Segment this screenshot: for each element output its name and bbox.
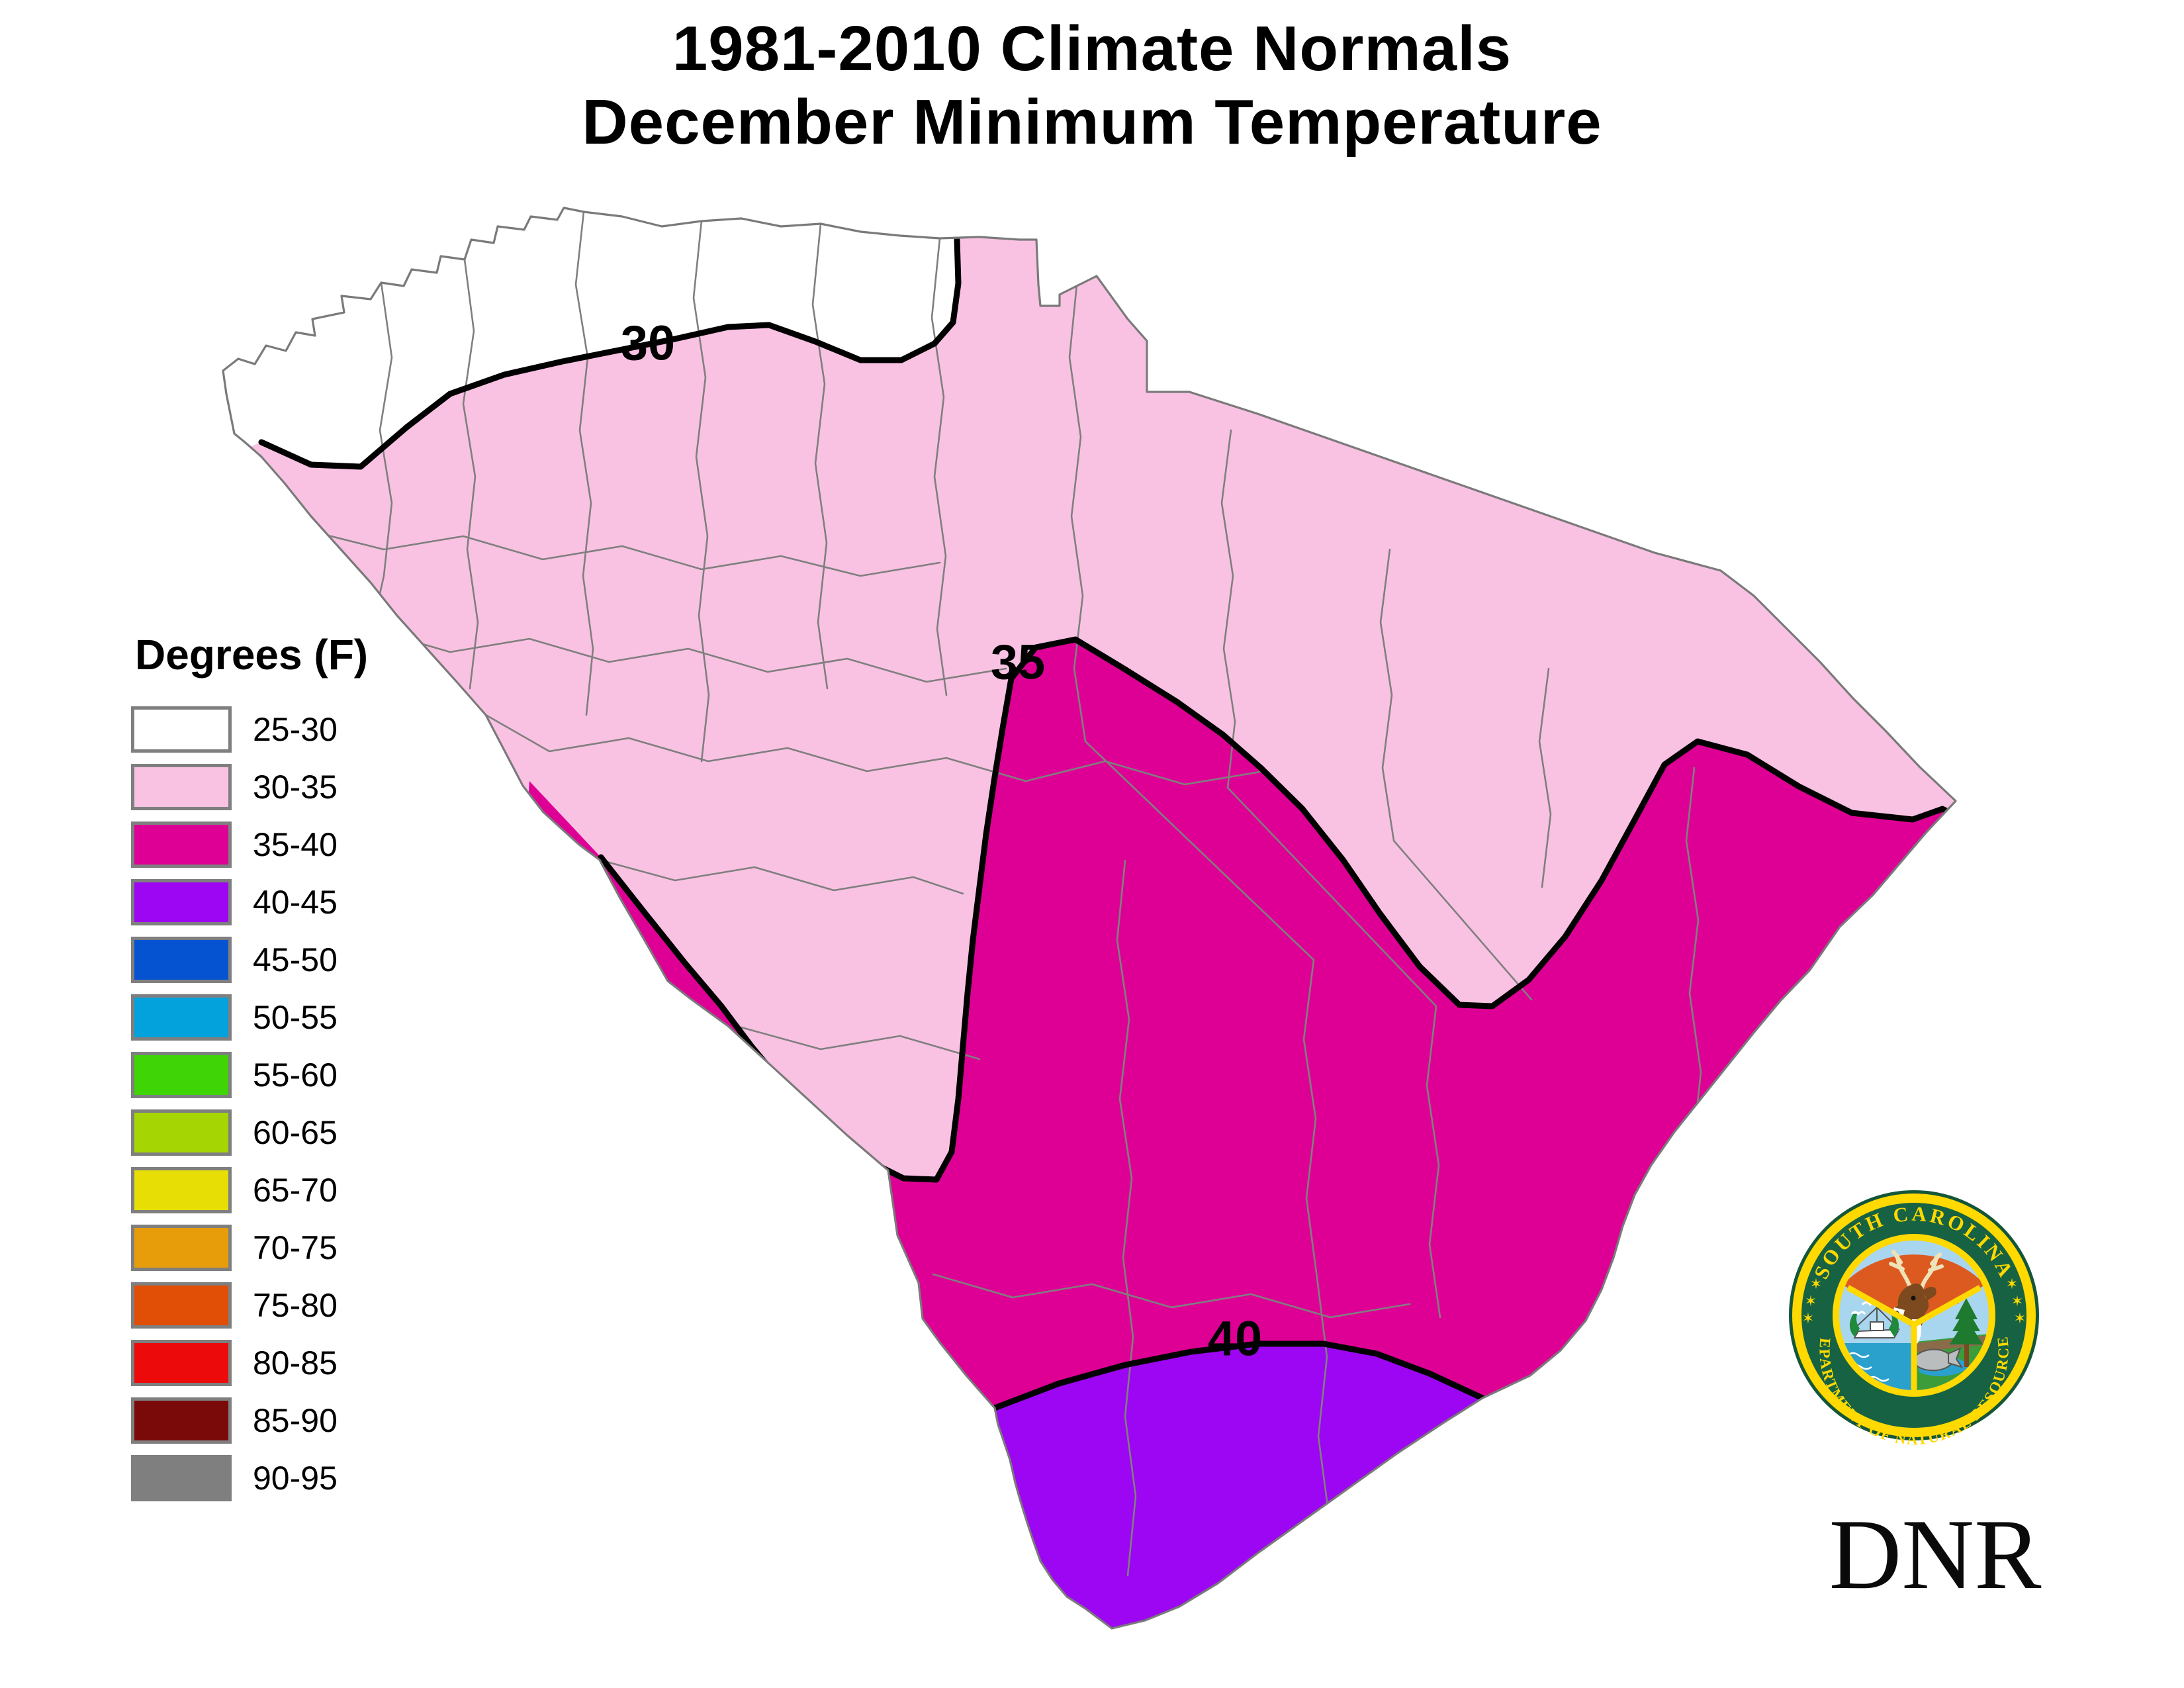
legend-row: 75-80 xyxy=(131,1282,368,1329)
zone-40-45 xyxy=(966,1344,1522,1628)
contour-label-35: 35 xyxy=(991,635,1045,690)
legend-swatch-70-75 xyxy=(131,1225,232,1271)
dnr-wordmark: DNR xyxy=(1829,1499,2042,1610)
legend-row: 30-35 xyxy=(131,764,368,810)
svg-text:✶: ✶ xyxy=(2014,1310,2026,1327)
legend-swatch-25-30 xyxy=(131,706,232,753)
legend-label: 25-30 xyxy=(253,711,338,748)
legend-row: 85-90 xyxy=(131,1397,368,1444)
legend-row: 35-40 xyxy=(131,821,368,868)
legend-label: 45-50 xyxy=(253,941,338,978)
legend-swatch-80-85 xyxy=(131,1340,232,1386)
legend-label: 80-85 xyxy=(253,1344,338,1382)
legend-label: 35-40 xyxy=(253,826,338,863)
title-line-2: December Minimum Temperature xyxy=(582,87,1602,158)
legend-swatch-90-95 xyxy=(131,1455,232,1501)
legend-heading: Degrees (F) xyxy=(135,631,369,679)
fish-icon xyxy=(1914,1347,1964,1372)
title-line-1: 1981-2010 Climate Normals xyxy=(672,13,1512,84)
legend-row: 55-60 xyxy=(131,1052,368,1098)
contour-label-30: 30 xyxy=(621,316,675,371)
contour-line-40 xyxy=(991,1340,1486,1411)
legend-swatch-35-40 xyxy=(131,821,232,868)
legend-swatch-45-50 xyxy=(131,937,232,983)
contour-label-40: 40 xyxy=(1208,1311,1262,1366)
svg-text:✶: ✶ xyxy=(1810,1276,1822,1292)
legend-label: 65-70 xyxy=(253,1172,338,1209)
shrimp-boat-icon xyxy=(1849,1306,1900,1338)
legend-swatch-75-80 xyxy=(131,1282,232,1329)
legend-label: 30-35 xyxy=(253,769,338,806)
legend-swatch-85-90 xyxy=(131,1397,232,1444)
seal-stars: ✶ ✶ ✶ ✶ ✶ ✶ xyxy=(1802,1276,2026,1327)
legend-row: 40-45 xyxy=(131,879,368,925)
legend-row: 45-50 xyxy=(131,937,368,983)
legend-row: 65-70 xyxy=(131,1167,368,1213)
contour-line-30 xyxy=(258,236,962,470)
county-boundaries xyxy=(303,211,1702,1577)
legend: Degrees (F) 25-30 30-35 35-40 40-45 45-5… xyxy=(131,630,368,1515)
legend-swatch-65-70 xyxy=(131,1167,232,1213)
svg-text:✶: ✶ xyxy=(1802,1310,1814,1327)
scdnr-seal: SOUTH CAROLINA DEPARTMENT OF NATURAL RES… xyxy=(1789,1190,2042,1610)
legend-row: 50-55 xyxy=(131,994,368,1041)
legend-label: 55-60 xyxy=(253,1056,338,1094)
legend-label: 60-65 xyxy=(253,1114,338,1151)
legend-label: 70-75 xyxy=(253,1229,338,1266)
legend-label: 50-55 xyxy=(253,999,338,1036)
legend-row: 90-95 xyxy=(131,1455,368,1501)
legend-label: 90-95 xyxy=(253,1460,338,1497)
svg-text:✶: ✶ xyxy=(2006,1276,2018,1292)
svg-text:✶: ✶ xyxy=(1805,1293,1817,1309)
svg-text:✶: ✶ xyxy=(2011,1293,2023,1309)
scdnr-logo: SOUTH CAROLINA DEPARTMENT OF NATURAL RES… xyxy=(1782,1183,2046,1620)
legend-label: 85-90 xyxy=(253,1402,338,1439)
legend-row: 25-30 xyxy=(131,706,368,753)
map-title: 1981-2010 Climate Normals December Minim… xyxy=(0,12,2184,160)
legend-swatch-60-65 xyxy=(131,1109,232,1156)
legend-swatch-40-45 xyxy=(131,879,232,925)
seal-divider xyxy=(1846,1285,1982,1390)
legend-swatch-30-35 xyxy=(131,764,232,810)
legend-row: 60-65 xyxy=(131,1109,368,1156)
legend-row: 70-75 xyxy=(131,1225,368,1271)
legend-label: 40-45 xyxy=(253,884,338,921)
legend-swatch-55-60 xyxy=(131,1052,232,1098)
legend-row: 80-85 xyxy=(131,1340,368,1386)
legend-swatch-50-55 xyxy=(131,994,232,1041)
legend-label: 75-80 xyxy=(253,1287,338,1324)
